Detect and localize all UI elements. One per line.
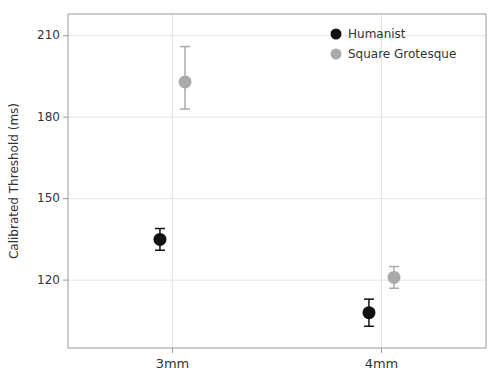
grid-line-y <box>68 198 486 199</box>
grid-line-x <box>172 14 173 348</box>
legend-marker <box>331 49 342 60</box>
y-tick-label: 210 <box>37 28 60 42</box>
error-bar-cap <box>180 46 190 48</box>
point <box>153 233 166 246</box>
point <box>179 75 192 88</box>
error-bar-cap <box>389 266 399 268</box>
y-tick <box>63 280 68 281</box>
grid-line-y <box>68 35 486 36</box>
legend: Humanist Square Grotesque <box>331 27 457 61</box>
y-tick-label: 150 <box>37 191 60 205</box>
plot-area <box>68 14 486 348</box>
error-bar-cap <box>364 326 374 328</box>
x-tick <box>172 348 173 353</box>
grid-line-y <box>68 280 486 281</box>
y-tick-label: 180 <box>37 110 60 124</box>
legend-marker <box>331 29 342 40</box>
plot-frame <box>68 14 486 348</box>
marks <box>153 47 400 327</box>
error-bar-cap <box>389 288 399 290</box>
y-tick <box>63 117 68 118</box>
legend-label: Humanist <box>348 27 406 41</box>
y-tick <box>63 198 68 199</box>
y-tick <box>63 35 68 36</box>
y-axis-label: Calibrated Threshold (ms) <box>7 103 21 259</box>
point <box>362 306 375 319</box>
x-tick-label: 4mm <box>365 356 399 371</box>
x-tick-label: 3mm <box>156 356 190 371</box>
legend-label: Square Grotesque <box>348 47 456 61</box>
grid-line-x <box>381 14 382 348</box>
error-bar-cap <box>180 108 190 110</box>
point <box>388 271 401 284</box>
x-tick <box>381 348 382 353</box>
error-bar-cap <box>155 249 165 251</box>
error-bar-cap <box>155 228 165 230</box>
y-tick-label: 120 <box>37 273 60 287</box>
error-bar-cap <box>364 298 374 300</box>
chart: 120 150 180 210 3mm 4mm Calibrated Threshold (… <box>0 0 500 390</box>
grid-line-y <box>68 117 486 118</box>
